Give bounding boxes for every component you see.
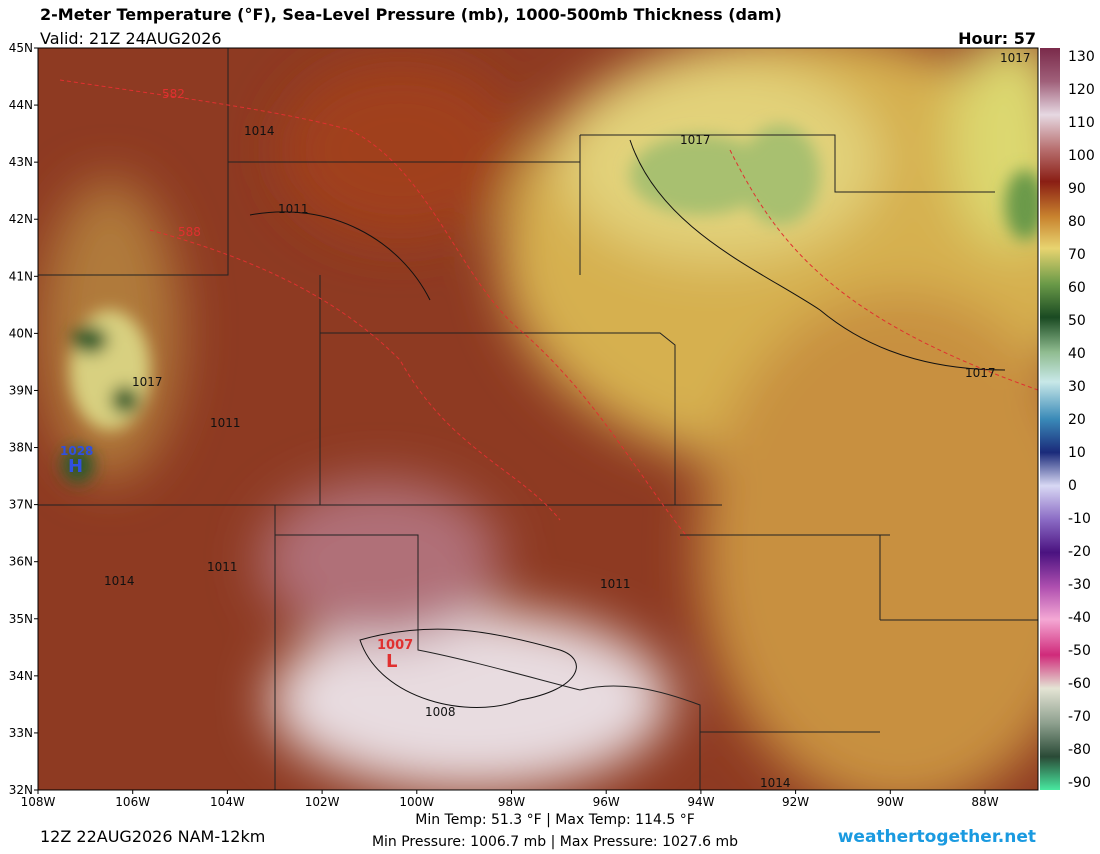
colorbar-label: 30 — [1068, 379, 1086, 395]
pressure-label: 1011 — [210, 416, 241, 430]
site-credit: weathertogether.net — [838, 827, 1036, 847]
lon-label: 100W — [399, 795, 434, 809]
lat-label: 41N — [9, 269, 33, 283]
valid-time: Valid: 21Z 24AUG2026 — [40, 29, 222, 48]
pressure-label: 1014 — [760, 776, 791, 790]
colorbar-label: 10 — [1068, 445, 1086, 461]
lat-label: 37N — [9, 498, 33, 512]
lon-label: 96W — [593, 795, 620, 809]
forecast-hour: Hour: 57 — [958, 29, 1036, 48]
colorbar-label: 90 — [1068, 181, 1086, 197]
lon-label: 104W — [210, 795, 245, 809]
lat-label: 33N — [9, 726, 33, 740]
lon-label: 106W — [115, 795, 150, 809]
colorbar-label: 50 — [1068, 313, 1086, 329]
colorbar-label: -20 — [1068, 544, 1091, 560]
lat-label: 34N — [9, 669, 33, 683]
colorbar-label: 20 — [1068, 412, 1086, 428]
pressure-label: 1014 — [244, 124, 275, 138]
colorbar-label: -40 — [1068, 610, 1091, 626]
map — [38, 48, 1038, 790]
lat-label: 39N — [9, 383, 33, 397]
pressure-label: 1011 — [207, 560, 238, 574]
colorbar-label: 0 — [1068, 478, 1077, 494]
low-pressure-value: 1007 — [377, 638, 413, 653]
colorbar — [1040, 48, 1060, 790]
high-pressure-value: 1028 — [60, 444, 93, 458]
temp-range: Min Temp: 51.3 °F | Max Temp: 114.5 °F — [415, 812, 695, 828]
low-pressure-center: L — [386, 651, 397, 672]
colorbar-label: 110 — [1068, 115, 1095, 131]
thickness-label: 588 — [178, 225, 201, 239]
colorbar-label: -80 — [1068, 742, 1091, 758]
pressure-label: 1014 — [104, 574, 135, 588]
pressure-label: 1011 — [278, 202, 309, 216]
lat-label: 40N — [9, 326, 33, 340]
model-run: 12Z 22AUG2026 NAM-12km — [40, 827, 265, 846]
colorbar-label: -10 — [1068, 511, 1091, 527]
map-frame — [37, 47, 1039, 791]
colorbar-label: 40 — [1068, 346, 1086, 362]
lon-label: 88W — [971, 795, 998, 809]
colorbar-label: 100 — [1068, 148, 1095, 164]
lat-label: 36N — [9, 555, 33, 569]
pressure-label: 1017 — [132, 375, 163, 389]
pressure-label: 1017 — [965, 366, 996, 380]
pressure-range: Min Pressure: 1006.7 mb | Max Pressure: … — [372, 834, 738, 850]
lat-label: 38N — [9, 441, 33, 455]
title: 2-Meter Temperature (°F), Sea-Level Pres… — [40, 5, 782, 24]
colorbar-label: -30 — [1068, 577, 1091, 593]
lon-label: 98W — [498, 795, 525, 809]
colorbar-label: -90 — [1068, 775, 1091, 791]
lon-label: 92W — [782, 795, 809, 809]
colorbar-label: 120 — [1068, 82, 1095, 98]
lon-label: 94W — [687, 795, 714, 809]
high-pressure-center: H — [68, 456, 83, 477]
pressure-label: 1017 — [680, 133, 711, 147]
lat-label: 43N — [9, 155, 33, 169]
colorbar-label: 130 — [1068, 49, 1095, 65]
lon-label: 102W — [305, 795, 340, 809]
lat-label: 45N — [9, 41, 33, 55]
pressure-label: 1011 — [600, 577, 631, 591]
lat-label: 32N — [9, 783, 33, 797]
pressure-label: 1017 — [1000, 51, 1031, 65]
colorbar-label: 80 — [1068, 214, 1086, 230]
colorbar-label: -70 — [1068, 709, 1091, 725]
lat-label: 42N — [9, 212, 33, 226]
colorbar-label: 60 — [1068, 280, 1086, 296]
lat-label: 44N — [9, 98, 33, 112]
lon-label: 90W — [877, 795, 904, 809]
pressure-label: 1008 — [425, 705, 456, 719]
thickness-label: 582 — [162, 87, 185, 101]
colorbar-label: -50 — [1068, 643, 1091, 659]
colorbar-label: 70 — [1068, 247, 1086, 263]
lon-label: 108W — [21, 795, 56, 809]
colorbar-label: -60 — [1068, 676, 1091, 692]
lat-label: 35N — [9, 612, 33, 626]
